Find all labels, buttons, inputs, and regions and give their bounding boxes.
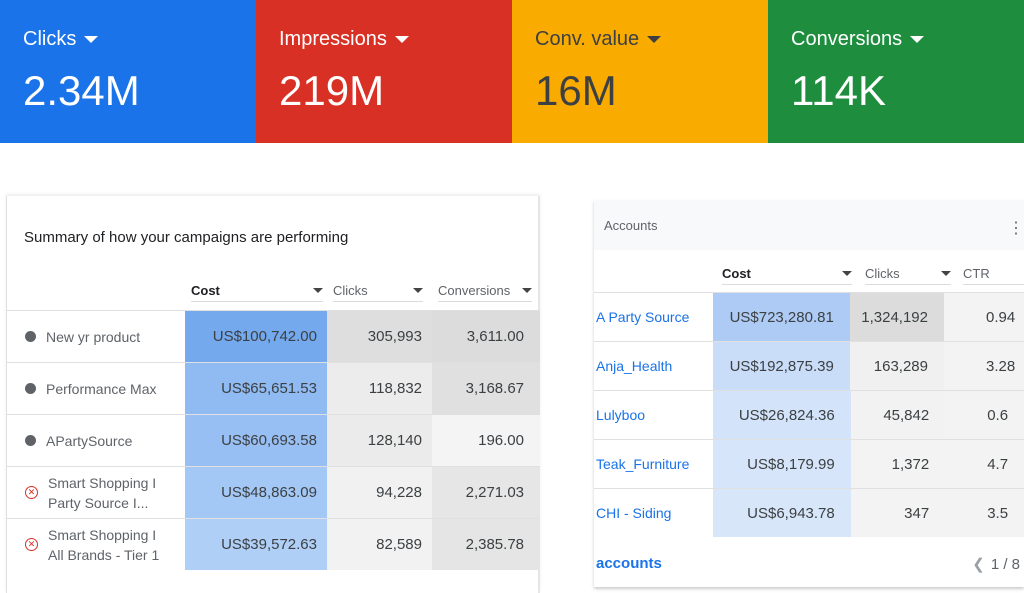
cost-cell: US$723,280.81 [712,293,850,341]
campaign-name[interactable]: Smart Shopping I Party Source I... [48,474,157,511]
clicks-cell: 118,832 [327,363,432,414]
account-name-link[interactable]: Lulyboo [596,407,646,423]
dropdown-caret-icon [910,36,925,43]
table-row[interactable]: ✕ Smart Shopping I Party Source I... US$4… [7,466,540,518]
conversions-cell: 2,385.78 [432,519,540,570]
clicks-cell: 45,842 [850,391,946,439]
conversions-cell: 196.00 [432,415,540,466]
column-header-clicks[interactable]: Clicks [333,283,423,302]
ctr-cell: 4.7 [945,440,1024,488]
clicks-cell: 163,289 [849,342,944,390]
table-row[interactable]: ✕ Smart Shopping I All Brands - Tier 1 US… [7,518,540,570]
metric-label: Clicks [23,28,77,50]
cost-cell: US$26,824.36 [713,391,851,439]
campaign-name[interactable]: Smart Shopping I All Brands - Tier 1 [48,526,160,563]
prev-page-icon[interactable]: ❮ [972,556,985,573]
conversions-cell: 2,271.03 [432,467,540,518]
pagination: ❮ 1 / 8 [972,555,1020,573]
ctr-cell: 0.94 [944,293,1024,341]
column-header-cost[interactable]: Cost [191,283,323,302]
account-name-link[interactable]: Teak_Furniture [596,456,690,472]
accounts-panel: Accounts ⋮ Cost Clicks CTR A Party Source… [594,200,1024,587]
cost-cell: US$100,742.00 [185,311,327,362]
clicks-cell: 82,589 [327,519,432,570]
metric-label: Conversions [791,28,903,50]
table-row[interactable]: Anja_Health US$192,875.39 163,289 3.28 [594,341,1024,390]
column-header-clicks[interactable]: Clicks [865,266,951,285]
ctr-cell: 3.5 [945,489,1024,537]
paused-status-icon [25,383,36,394]
sort-caret-icon [941,271,951,276]
clicks-cell: 1,324,192 [849,293,944,341]
cost-cell: US$48,863.09 [185,467,327,518]
removed-status-icon: ✕ [25,486,38,499]
table-row[interactable]: APartySource US$60,693.58 128,140 196.00 [7,414,540,466]
table-row[interactable]: CHI - Siding US$6,943.78 347 3.5 [594,488,1024,537]
ctr-cell: 0.6 [945,391,1024,439]
accounts-link[interactable]: accounts [596,555,662,572]
paused-status-icon [25,331,36,342]
dropdown-caret-icon [647,36,662,43]
sort-caret-icon [522,288,532,293]
conversions-cell: 3,168.67 [432,363,540,414]
account-name-link[interactable]: A Party Source [596,309,690,325]
table-row[interactable]: New yr product US$100,742.00 305,993 3,6… [7,310,540,362]
table-row[interactable]: Performance Max US$65,651.53 118,832 3,1… [7,362,540,414]
sort-caret-icon [313,288,323,293]
table-row[interactable]: Lulyboo US$26,824.36 45,842 0.6 [594,390,1024,439]
column-header-conversions[interactable]: Conversions [438,283,532,302]
clicks-cell: 347 [850,489,946,537]
sort-caret-icon [413,288,423,293]
metric-card-clicks[interactable]: Clicks 2.34M [0,0,256,143]
metric-selector[interactable]: Conversions [791,28,1024,51]
cost-cell: US$39,572.63 [185,519,327,570]
metric-selector[interactable]: Impressions [279,28,512,51]
campaigns-summary-panel: Summary of how your campaigns are perfor… [6,196,540,593]
metric-label: Conv. value [535,28,640,50]
cost-cell: US$6,943.78 [713,489,851,537]
sort-caret-icon [842,271,852,276]
dropdown-caret-icon [394,36,409,43]
cost-cell: US$60,693.58 [185,415,327,466]
metric-value: 16M [535,67,617,114]
metric-card-impressions[interactable]: Impressions 219M [256,0,512,143]
campaign-name[interactable]: Performance Max [46,380,157,397]
dropdown-caret-icon [84,36,99,43]
clicks-cell: 94,228 [327,467,432,518]
more-options-icon[interactable]: ⋮ [1008,220,1024,237]
account-name-link[interactable]: CHI - Siding [596,505,672,521]
table-row[interactable]: Teak_Furniture US$8,179.99 1,372 4.7 [594,439,1024,488]
metric-label: Impressions [279,28,387,50]
cost-cell: US$8,179.99 [713,440,851,488]
metric-value: 114K [791,67,886,114]
column-header-cost[interactable]: Cost [722,266,852,285]
conversions-cell: 3,611.00 [432,311,540,362]
clicks-cell: 128,140 [327,415,432,466]
paused-status-icon [25,435,36,446]
clicks-cell: 1,372 [850,440,946,488]
removed-status-icon: ✕ [25,538,38,551]
ctr-cell: 3.28 [944,342,1024,390]
column-header-ctr[interactable]: CTR [963,266,1024,285]
cost-cell: US$192,875.39 [712,342,850,390]
clicks-cell: 305,993 [327,311,432,362]
metric-card-conv-value[interactable]: Conv. value 16M [512,0,768,143]
page-indicator: 1 / 8 [990,556,1020,573]
campaign-name[interactable]: New yr product [46,328,141,345]
campaign-name[interactable]: APartySource [46,432,133,449]
metric-selector[interactable]: Clicks [23,28,256,51]
panel-title: Accounts [604,218,658,233]
account-name-link[interactable]: Anja_Health [596,358,673,374]
panel-title: Summary of how your campaigns are perfor… [24,229,349,246]
cost-cell: US$65,651.53 [185,363,327,414]
metric-card-conversions[interactable]: Conversions 114K [768,0,1024,143]
metric-selector[interactable]: Conv. value [535,28,768,51]
table-row[interactable]: A Party Source US$723,280.81 1,324,192 0… [594,292,1024,341]
metric-value: 2.34M [23,67,140,114]
metric-value: 219M [279,67,385,114]
